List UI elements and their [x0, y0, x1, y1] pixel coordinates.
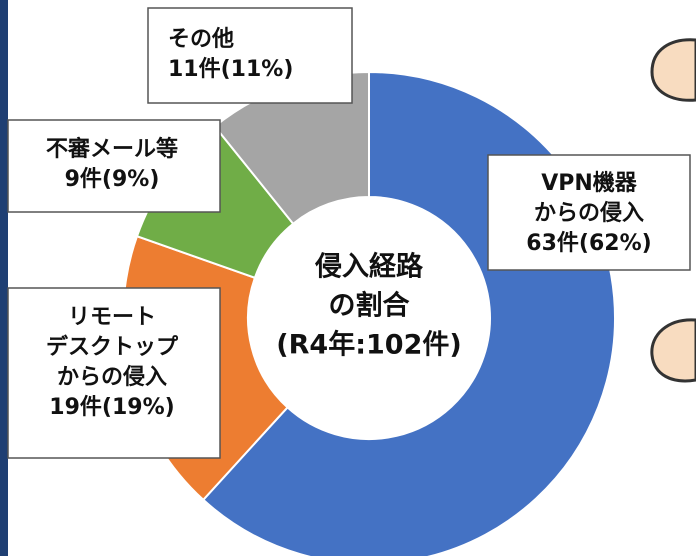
chart: 侵入経路の割合 (R4年:102件) VPN機器からの侵入 63件(62%) リモートデ…: [0, 0, 696, 556]
value-label: 9件(9%): [65, 167, 160, 192]
center-title: 侵入経路: [314, 251, 424, 283]
label-box: [8, 120, 220, 212]
center-title: の割合: [329, 290, 410, 322]
category-label: VPN機器: [541, 171, 638, 196]
center-title: (R4年:102件): [276, 329, 461, 361]
label-box: [148, 8, 352, 103]
value-label: 11件(11%): [168, 57, 293, 82]
left-stripe: [0, 0, 8, 556]
category-label: 不審メール等: [46, 136, 178, 162]
value-label: 19件(19%): [49, 395, 174, 420]
category-label: リモート: [68, 305, 156, 330]
category-label: デスクトップ: [46, 334, 179, 360]
value-label: 63件(62%): [526, 231, 651, 256]
category-label: その他: [168, 27, 234, 52]
category-label: からの侵入: [57, 364, 167, 390]
category-label: からの侵入: [534, 200, 644, 226]
